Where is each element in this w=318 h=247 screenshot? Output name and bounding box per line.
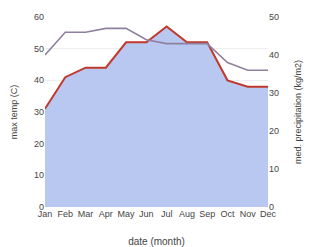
svg-text:Aug: Aug	[179, 209, 195, 219]
svg-text:10: 10	[34, 170, 44, 180]
svg-text:Jun: Jun	[139, 209, 154, 219]
svg-text:30: 30	[269, 88, 279, 98]
svg-text:40: 40	[269, 50, 279, 60]
svg-text:60: 60	[34, 12, 44, 22]
svg-text:Feb: Feb	[58, 209, 74, 219]
svg-text:May: May	[118, 209, 136, 219]
svg-text:Oct: Oct	[220, 209, 235, 219]
svg-text:max temp (C): max temp (C)	[9, 85, 19, 140]
svg-text:date (month): date (month)	[128, 236, 185, 247]
svg-text:30: 30	[34, 107, 44, 117]
svg-text:Nov: Nov	[240, 209, 257, 219]
svg-text:Apr: Apr	[99, 209, 113, 219]
svg-text:Sep: Sep	[199, 209, 215, 219]
svg-text:50: 50	[34, 44, 44, 54]
svg-text:50: 50	[269, 12, 279, 22]
svg-text:Jul: Jul	[161, 209, 173, 219]
svg-text:Jan: Jan	[38, 209, 53, 219]
svg-text:med. precipitation (kg/m2): med. precipitation (kg/m2)	[293, 60, 303, 164]
svg-text:10: 10	[269, 164, 279, 174]
svg-text:20: 20	[269, 126, 279, 136]
svg-text:Mar: Mar	[78, 209, 94, 219]
svg-text:0: 0	[269, 202, 274, 212]
svg-text:0: 0	[39, 202, 44, 212]
svg-text:40: 40	[34, 75, 44, 85]
svg-text:20: 20	[34, 139, 44, 149]
svg-text:Dec: Dec	[260, 209, 277, 219]
